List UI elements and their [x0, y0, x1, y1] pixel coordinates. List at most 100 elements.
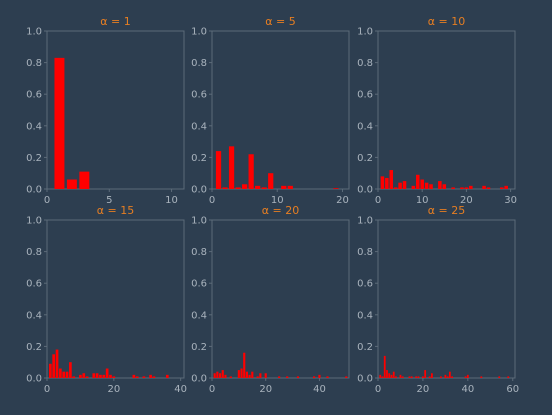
y-tick-label: 0.8 — [357, 247, 373, 258]
subplot-title: α = 20 — [262, 204, 299, 217]
bar — [486, 187, 491, 189]
axes-frame — [211, 30, 350, 190]
bar — [482, 185, 486, 189]
bar — [444, 374, 447, 378]
y-tick-label: 0.0 — [357, 374, 373, 385]
x-tick-label: 60 — [506, 384, 519, 395]
bar — [152, 376, 156, 378]
y-tick-label: 0.2 — [26, 153, 42, 164]
bar — [112, 376, 116, 378]
x-tick-label: 20 — [336, 195, 349, 206]
x-tick-label: 10 — [165, 195, 178, 206]
x-tick-label: 20 — [417, 384, 430, 395]
bar — [261, 187, 267, 189]
y-tick-label: 1.0 — [191, 27, 207, 38]
bar — [251, 371, 254, 378]
bar — [401, 376, 404, 378]
bar — [255, 185, 261, 189]
x-tick-label: 10 — [271, 195, 284, 206]
x-tick-label: 10 — [416, 195, 429, 206]
bar — [498, 376, 501, 378]
x-tick-label: 20 — [107, 384, 120, 395]
bar — [213, 373, 216, 378]
bar — [446, 376, 449, 378]
y-tick-label: 0.6 — [26, 90, 42, 101]
bar — [333, 188, 339, 189]
bar — [313, 376, 316, 378]
bar — [411, 185, 416, 189]
bar — [54, 57, 65, 189]
bar — [237, 370, 240, 378]
x-tick-label: 20 — [460, 195, 473, 206]
bar — [417, 376, 420, 378]
bar — [386, 370, 388, 378]
bar — [221, 370, 224, 378]
bar — [242, 184, 248, 189]
bar — [79, 171, 90, 189]
y-tick-label: 0.4 — [357, 121, 373, 132]
bar — [504, 185, 508, 189]
y-tick-label: 0.2 — [357, 342, 373, 353]
bar — [390, 374, 393, 378]
y-tick-label: 0.2 — [26, 342, 42, 353]
bar — [264, 373, 267, 378]
bar — [438, 181, 442, 189]
bar — [105, 368, 109, 378]
y-tick-label: 1.0 — [191, 216, 207, 227]
subplot-4: α = 15 0.0 0.2 0.4 0.6 0.8 1.0 0 20 40 — [26, 204, 187, 395]
bar — [256, 376, 259, 378]
bar — [79, 374, 82, 378]
y-tick-label: 0.8 — [26, 247, 42, 258]
bar — [416, 174, 420, 189]
bar — [451, 376, 454, 378]
bar — [248, 154, 254, 189]
bar — [424, 370, 427, 378]
x-tick-label: 0 — [209, 384, 215, 395]
y-tick-label: 1.0 — [26, 27, 42, 38]
bar — [448, 371, 451, 378]
y-tick-label: 0.4 — [191, 121, 207, 132]
bar — [507, 376, 510, 378]
y-tick-label: 0.0 — [191, 374, 207, 385]
bar — [149, 374, 152, 378]
bar — [281, 185, 287, 189]
bar — [395, 376, 397, 378]
y-tick-label: 1.0 — [357, 27, 373, 38]
bar — [389, 170, 394, 189]
bar — [345, 376, 348, 378]
subplot-3: α = 10 0.0 0.2 0.4 0.6 0.8 1.0 0 10 20 30 — [357, 15, 517, 206]
bar — [224, 374, 227, 378]
bar — [92, 373, 96, 378]
axes-frame — [377, 30, 516, 190]
bar — [248, 374, 251, 378]
bar — [296, 376, 300, 378]
bar — [402, 181, 407, 189]
bar — [469, 185, 473, 189]
bar — [132, 374, 136, 378]
bar — [385, 177, 389, 189]
bar — [464, 187, 469, 189]
subplot-title: α = 15 — [97, 204, 134, 217]
subplot-title: α = 1 — [100, 15, 130, 28]
bar — [245, 371, 248, 378]
subplot-title: α = 25 — [428, 204, 465, 217]
y-tick-label: 0.8 — [191, 58, 207, 69]
bar — [49, 363, 52, 378]
y-tick-label: 0.0 — [191, 185, 207, 196]
axes-frame — [46, 219, 185, 379]
y-tick-label: 0.6 — [357, 90, 373, 101]
bar — [383, 355, 386, 378]
bar — [286, 376, 289, 378]
bar — [222, 187, 228, 189]
subplot-6: α = 25 0.0 0.2 0.4 0.6 0.8 1.0 0 20 40 60 — [357, 204, 519, 395]
bar — [431, 373, 433, 378]
bar — [398, 182, 402, 189]
y-tick-label: 0.4 — [191, 310, 207, 321]
bar — [399, 374, 402, 378]
bar — [393, 187, 398, 189]
bar — [165, 374, 169, 378]
bar — [109, 374, 112, 378]
y-tick-label: 0.4 — [26, 310, 42, 321]
y-tick-label: 0.8 — [26, 58, 42, 69]
